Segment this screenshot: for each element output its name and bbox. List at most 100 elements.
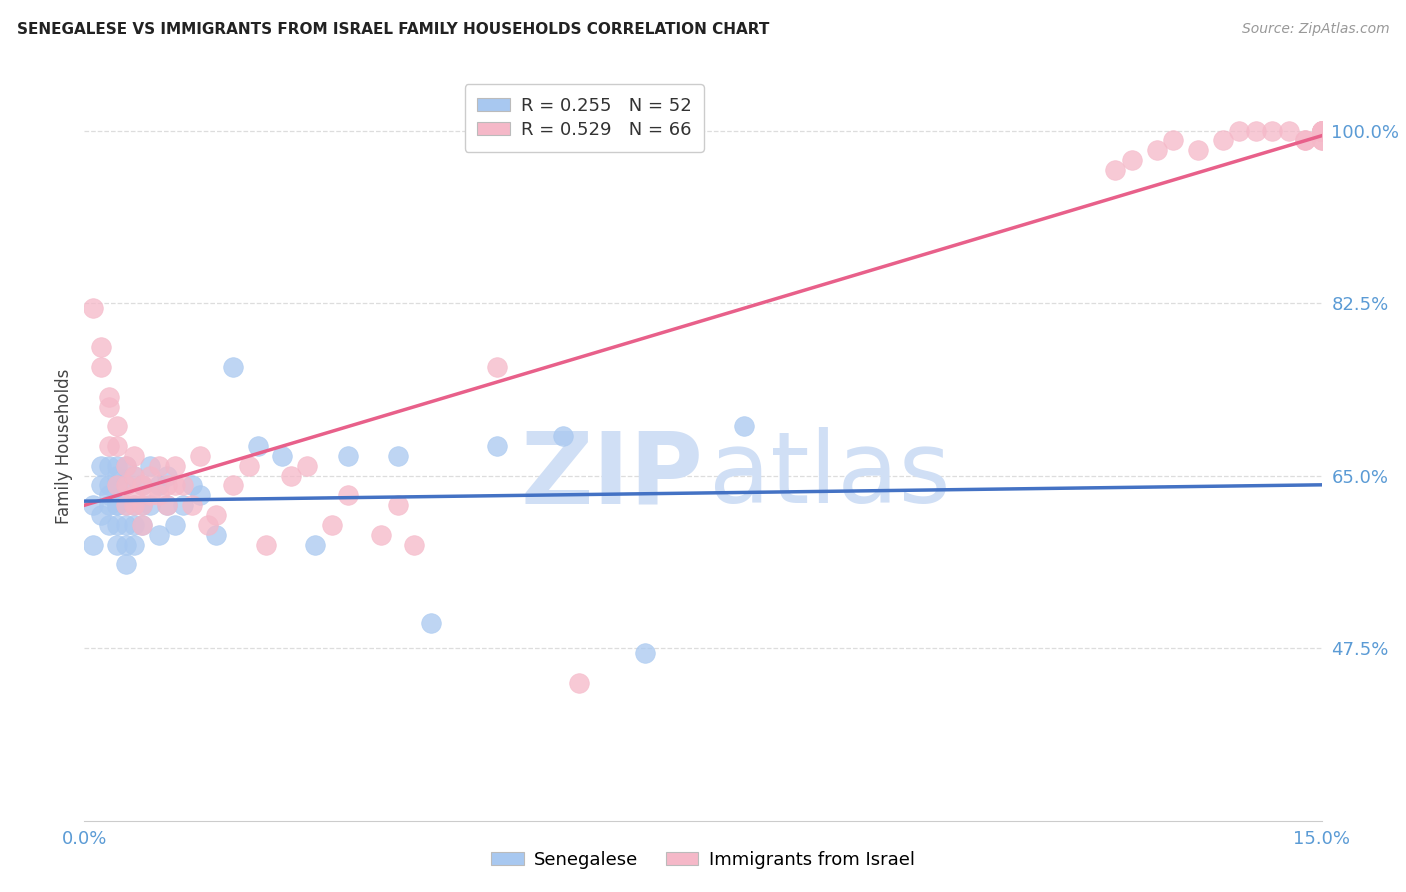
Point: [122, 498, 145, 512]
Point: [114, 498, 136, 512]
Point: [1121, 153, 1143, 167]
Point: [114, 517, 136, 532]
Point: [105, 419, 128, 434]
Point: [82, 498, 104, 512]
Point: [1104, 163, 1126, 178]
Point: [122, 468, 145, 483]
Text: SENEGALESE VS IMMIGRANTS FROM ISRAEL FAMILY HOUSEHOLDS CORRELATION CHART: SENEGALESE VS IMMIGRANTS FROM ISRAEL FAM…: [17, 22, 769, 37]
Point: [188, 488, 211, 502]
Point: [122, 498, 145, 512]
Point: [271, 449, 294, 463]
Point: [156, 498, 179, 512]
Point: [254, 538, 277, 552]
Point: [98, 400, 121, 414]
Point: [114, 478, 136, 492]
Point: [485, 439, 508, 453]
Point: [205, 508, 228, 522]
Point: [222, 478, 245, 492]
Point: [246, 439, 269, 453]
Point: [156, 478, 179, 492]
Point: [280, 468, 302, 483]
Point: [419, 616, 441, 631]
Point: [114, 558, 136, 572]
Point: [551, 429, 574, 443]
Point: [156, 498, 179, 512]
Point: [1212, 133, 1234, 147]
Point: [337, 488, 360, 502]
Point: [105, 517, 128, 532]
Point: [98, 498, 121, 512]
Point: [122, 449, 145, 463]
Point: [122, 517, 145, 532]
Point: [114, 458, 136, 473]
Point: [165, 458, 187, 473]
Point: [90, 360, 112, 375]
Point: [180, 478, 202, 492]
Point: [1227, 123, 1250, 137]
Point: [304, 538, 326, 552]
Point: [1310, 123, 1333, 137]
Point: [98, 517, 121, 532]
Point: [114, 538, 136, 552]
Point: [387, 498, 409, 512]
Point: [156, 468, 179, 483]
Text: ZIP: ZIP: [520, 427, 703, 524]
Point: [105, 439, 128, 453]
Point: [1187, 143, 1209, 157]
Point: [205, 527, 228, 541]
Point: [105, 498, 128, 512]
Point: [114, 458, 136, 473]
Point: [122, 488, 145, 502]
Point: [122, 468, 145, 483]
Point: [733, 419, 755, 434]
Text: atlas: atlas: [709, 427, 950, 524]
Point: [165, 517, 187, 532]
Point: [82, 301, 104, 315]
Point: [1310, 133, 1333, 147]
Point: [131, 517, 153, 532]
Point: [1146, 143, 1168, 157]
Point: [122, 538, 145, 552]
Point: [131, 498, 153, 512]
Point: [172, 478, 194, 492]
Point: [197, 517, 219, 532]
Point: [105, 458, 128, 473]
Point: [90, 340, 112, 354]
Point: [180, 498, 202, 512]
Point: [1310, 123, 1333, 137]
Point: [1310, 123, 1333, 137]
Point: [1161, 133, 1184, 147]
Point: [105, 478, 128, 492]
Point: [1310, 123, 1333, 137]
Point: [148, 458, 170, 473]
Point: [148, 478, 170, 492]
Point: [1244, 123, 1267, 137]
Point: [295, 458, 318, 473]
Point: [139, 468, 162, 483]
Point: [90, 478, 112, 492]
Point: [634, 646, 657, 660]
Point: [238, 458, 260, 473]
Point: [370, 527, 392, 541]
Point: [98, 439, 121, 453]
Point: [188, 449, 211, 463]
Point: [131, 517, 153, 532]
Point: [1310, 123, 1333, 137]
Point: [131, 498, 153, 512]
Point: [105, 478, 128, 492]
Point: [337, 449, 360, 463]
Point: [1310, 123, 1333, 137]
Point: [105, 468, 128, 483]
Point: [139, 488, 162, 502]
Point: [1310, 123, 1333, 137]
Point: [387, 449, 409, 463]
Point: [321, 517, 343, 532]
Point: [98, 488, 121, 502]
Point: [1310, 133, 1333, 147]
Point: [148, 488, 170, 502]
Point: [1278, 123, 1301, 137]
Text: Source: ZipAtlas.com: Source: ZipAtlas.com: [1241, 22, 1389, 37]
Point: [105, 538, 128, 552]
Point: [131, 478, 153, 492]
Point: [172, 498, 194, 512]
